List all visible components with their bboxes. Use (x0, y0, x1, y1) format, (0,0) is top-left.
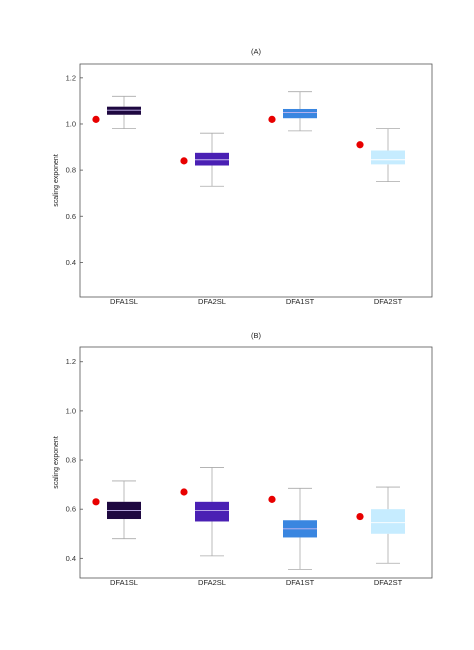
box (107, 106, 141, 115)
box-group-dfa1sl (107, 480, 141, 540)
marker-point (92, 115, 100, 123)
box (371, 509, 405, 534)
chart-title: (A) (251, 47, 262, 56)
marker-point (356, 512, 364, 521)
category-label: DFA2SL (198, 297, 226, 306)
box (371, 150, 405, 165)
category-label: DFA1SL (110, 297, 138, 306)
plot-frame (79, 346, 433, 579)
chart-panel-a: (A) 0.4 0.6 0.8 1.0 1.2 scaling exponent DFA1SL… (53, 47, 433, 306)
y-tick-label: 0.6 (66, 212, 76, 221)
box-group-dfa2sl (195, 467, 229, 557)
chart-title: (B) (251, 331, 262, 340)
y-axis-title: scaling exponent (53, 154, 60, 207)
y-axis-title: scaling exponent (53, 436, 60, 489)
y-tick-label: 1.0 (66, 406, 76, 415)
box (195, 152, 229, 166)
box-group-dfa2sl (195, 132, 229, 187)
box-group-dfa2st (371, 486, 405, 564)
box (283, 108, 317, 119)
marker-point (180, 488, 188, 496)
y-tick-label: 0.4 (66, 258, 76, 267)
chart-panel-b: (B) 0.4 0.6 0.8 1.0 1.2 scaling exponent DFA1SL… (53, 331, 433, 587)
box-group-dfa1st (283, 487, 317, 570)
marker-point (180, 157, 188, 165)
plot-frame (79, 63, 433, 298)
marker-point (356, 141, 364, 149)
y-tick-label: 0.8 (66, 456, 76, 465)
box-group-dfa2st (371, 128, 405, 183)
y-tick-label: 0.8 (66, 166, 76, 175)
marker-point (268, 115, 276, 123)
category-label: DFA2SL (198, 578, 226, 587)
category-label: DFA2ST (374, 578, 403, 587)
box-group-dfa1st (283, 91, 317, 132)
y-tick-label: 1.2 (66, 73, 76, 82)
marker-point (92, 498, 100, 506)
category-label: DFA2ST (374, 297, 403, 306)
marker-point (268, 495, 276, 503)
y-tick-label: 1.0 (66, 119, 76, 128)
y-tick-label: 1.2 (66, 357, 76, 366)
y-tick-label: 0.6 (66, 505, 76, 514)
category-label: DFA1ST (286, 297, 315, 306)
category-label: DFA1ST (286, 578, 315, 587)
y-tick-label: 0.4 (66, 554, 76, 563)
box-group-dfa1sl (107, 95, 141, 129)
box (195, 501, 229, 522)
category-label: DFA1SL (110, 578, 138, 587)
